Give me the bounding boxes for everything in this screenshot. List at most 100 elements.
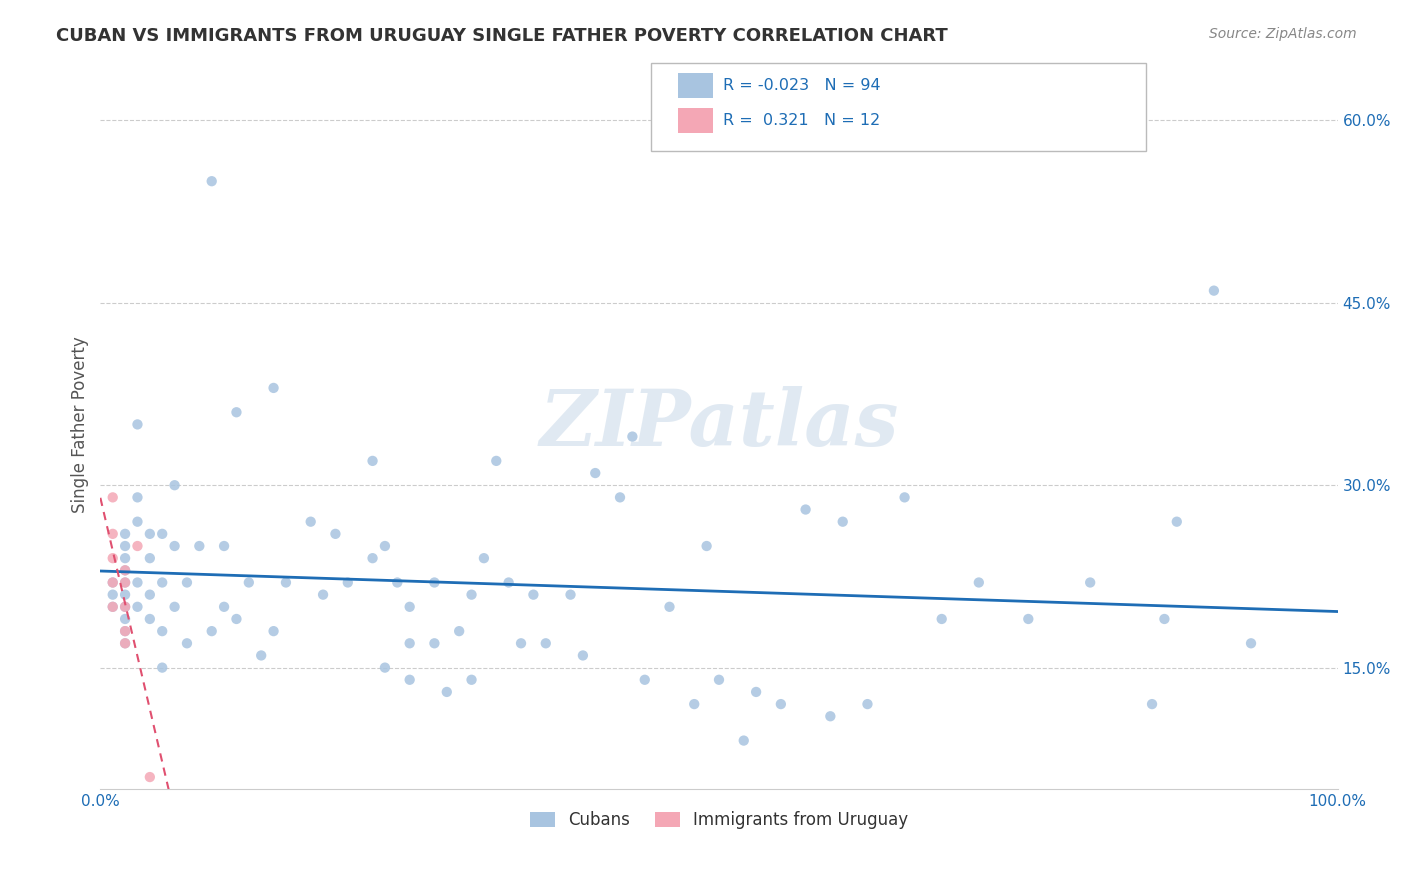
Point <box>398 673 420 687</box>
Point <box>583 466 606 480</box>
Point <box>127 575 149 590</box>
Point <box>114 624 136 639</box>
Legend: Cubans, Immigrants from Uruguay: Cubans, Immigrants from Uruguay <box>523 805 915 836</box>
Point <box>114 563 136 577</box>
Point <box>820 709 842 723</box>
Point <box>274 575 297 590</box>
Point <box>398 636 420 650</box>
Point <box>201 624 224 639</box>
Point <box>176 575 198 590</box>
Point <box>831 515 853 529</box>
Point <box>609 491 631 505</box>
Point <box>522 588 544 602</box>
Point <box>114 551 136 566</box>
Text: R = -0.023   N = 94: R = -0.023 N = 94 <box>723 78 880 94</box>
Point <box>176 636 198 650</box>
Point <box>114 575 136 590</box>
Point <box>361 454 384 468</box>
Point <box>423 636 446 650</box>
Point <box>1078 575 1101 590</box>
Point <box>460 588 482 602</box>
Text: Source: ZipAtlas.com: Source: ZipAtlas.com <box>1209 27 1357 41</box>
Point <box>460 673 482 687</box>
Point <box>931 612 953 626</box>
Point <box>101 599 124 614</box>
Point <box>139 770 162 784</box>
Point <box>127 599 149 614</box>
Point <box>139 551 162 566</box>
Point <box>263 624 285 639</box>
Point <box>101 575 124 590</box>
Point <box>139 612 162 626</box>
Text: R =  0.321   N = 12: R = 0.321 N = 12 <box>723 113 880 128</box>
Point <box>436 685 458 699</box>
Point <box>621 429 644 443</box>
Point <box>225 612 247 626</box>
Point <box>449 624 471 639</box>
Point <box>336 575 359 590</box>
Point <box>498 575 520 590</box>
Point <box>225 405 247 419</box>
Point <box>361 551 384 566</box>
Point <box>150 526 173 541</box>
Point <box>696 539 718 553</box>
Point <box>534 636 557 650</box>
Point <box>101 588 124 602</box>
Point <box>150 660 173 674</box>
Point <box>967 575 990 590</box>
Point <box>163 599 186 614</box>
Point <box>312 588 335 602</box>
Point <box>139 588 162 602</box>
Point <box>423 575 446 590</box>
Point <box>856 697 879 711</box>
Bar <box>678 109 713 133</box>
Point <box>572 648 595 663</box>
Point <box>127 515 149 529</box>
Point <box>387 575 409 590</box>
Point <box>114 539 136 553</box>
Point <box>299 515 322 529</box>
Point <box>127 539 149 553</box>
Point <box>127 417 149 432</box>
Point <box>733 733 755 747</box>
Y-axis label: Single Father Poverty: Single Father Poverty <box>72 336 89 513</box>
Point <box>1140 697 1163 711</box>
Point <box>1202 284 1225 298</box>
Point <box>201 174 224 188</box>
Point <box>114 575 136 590</box>
Point <box>101 575 124 590</box>
Point <box>794 502 817 516</box>
Point <box>893 491 915 505</box>
Point <box>127 491 149 505</box>
Point <box>325 526 347 541</box>
Point <box>238 575 260 590</box>
Point <box>658 599 681 614</box>
Point <box>101 491 124 505</box>
Point <box>150 575 173 590</box>
Text: CUBAN VS IMMIGRANTS FROM URUGUAY SINGLE FATHER POVERTY CORRELATION CHART: CUBAN VS IMMIGRANTS FROM URUGUAY SINGLE … <box>56 27 948 45</box>
Point <box>101 526 124 541</box>
Point <box>1153 612 1175 626</box>
Point <box>1017 612 1039 626</box>
Point <box>1240 636 1263 650</box>
Point <box>114 624 136 639</box>
Point <box>745 685 768 699</box>
Point <box>114 612 136 626</box>
Point <box>263 381 285 395</box>
Point <box>398 599 420 614</box>
Point <box>114 526 136 541</box>
Point <box>510 636 533 650</box>
Point <box>683 697 706 711</box>
Point <box>485 454 508 468</box>
Point <box>188 539 211 553</box>
Point <box>212 599 235 614</box>
Point <box>374 660 396 674</box>
Point <box>374 539 396 553</box>
Text: ZIPatlas: ZIPatlas <box>540 386 898 463</box>
Point <box>163 539 186 553</box>
Point <box>114 636 136 650</box>
Point <box>163 478 186 492</box>
Point <box>150 624 173 639</box>
Point <box>212 539 235 553</box>
Point <box>114 563 136 577</box>
